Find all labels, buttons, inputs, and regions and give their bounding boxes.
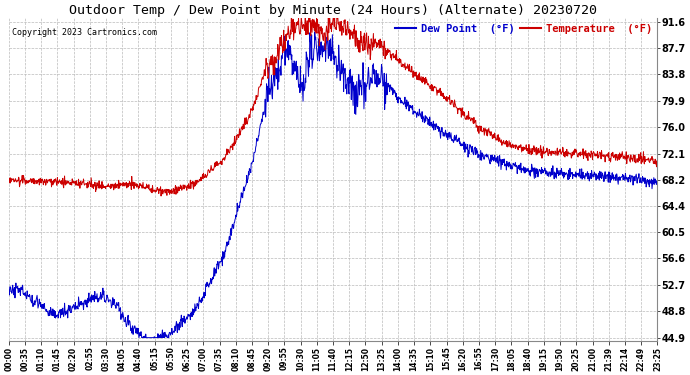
Text: Copyright 2023 Cartronics.com: Copyright 2023 Cartronics.com <box>12 28 157 37</box>
Title: Outdoor Temp / Dew Point by Minute (24 Hours) (Alternate) 20230720: Outdoor Temp / Dew Point by Minute (24 H… <box>69 4 597 17</box>
Legend: Dew Point  (°F), Temperature  (°F): Dew Point (°F), Temperature (°F) <box>395 24 652 34</box>
